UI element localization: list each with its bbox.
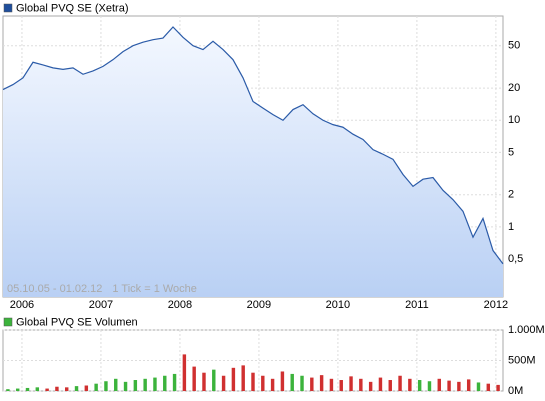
volume-bar (378, 377, 383, 391)
volume-bar (349, 376, 353, 391)
chart-title: Global PVQ SE Volumen (16, 316, 138, 328)
volume-bar (339, 380, 343, 391)
volume-bar (427, 381, 432, 391)
volume-bar (280, 371, 285, 391)
x-tick-label: 2008 (168, 299, 192, 311)
y-tick-label: 2 (508, 189, 514, 201)
volume-bar (476, 382, 481, 391)
y-tick-label: 500M (508, 354, 536, 366)
volume-bar (143, 378, 147, 391)
volume-bar (457, 381, 461, 391)
volume-bar (163, 375, 167, 391)
volume-bar (290, 373, 294, 391)
chart-title: Global PVQ SE (Xetra) (16, 2, 129, 14)
x-tick-label: 2007 (89, 299, 113, 311)
volume-bar (133, 380, 138, 391)
volume-bar (388, 380, 392, 391)
x-tick-label: 2011 (405, 299, 429, 311)
y-tick-label: 0M (508, 385, 523, 397)
volume-bar (65, 387, 69, 391)
volume-bar (192, 366, 196, 391)
volume-bar (94, 383, 98, 391)
y-tick-label: 0,5 (508, 253, 523, 265)
y-tick-label: 20 (508, 82, 520, 94)
volume-bar (84, 385, 89, 391)
volume-bar (319, 375, 324, 391)
volume-bar (359, 378, 363, 391)
volume-bar (270, 378, 275, 391)
volume-bar (45, 388, 49, 391)
x-tick-label: 2010 (326, 299, 350, 311)
volume-bar (300, 375, 304, 391)
volume-bar (74, 386, 79, 391)
volume-bar (368, 381, 373, 391)
volume-bar (55, 386, 59, 391)
area (3, 26, 503, 297)
volume-bar (486, 383, 491, 391)
volume-bar (212, 369, 216, 391)
volume-bar (182, 354, 187, 391)
volume-bar (153, 377, 157, 391)
volume-bar (408, 378, 412, 391)
period: 05.10.05 - 01.02.12 (7, 283, 102, 295)
volume-bar (114, 378, 118, 391)
volume-bar (231, 367, 236, 391)
y-tick-label: 5 (508, 146, 514, 158)
volume-bar (15, 388, 20, 391)
volume-bar (104, 381, 108, 391)
volume-bar (329, 378, 334, 391)
volume-bar (251, 372, 255, 391)
volume-bar (221, 375, 226, 391)
tick-note: 1 Tick = 1 Woche (112, 283, 196, 295)
x-tick-label: 2006 (10, 299, 34, 311)
legend-swatch (3, 317, 13, 327)
volume-bar (123, 381, 128, 391)
volume-bar (310, 377, 314, 391)
volume-bar (172, 373, 177, 391)
volume-bar (241, 365, 245, 391)
price-line (2, 26, 504, 265)
volume-bar (437, 378, 441, 391)
volume-bar (202, 372, 206, 391)
volume-bar (261, 375, 265, 391)
y-tick-label: 1.000M (508, 324, 545, 336)
y-tick-label: 1 (508, 221, 514, 233)
volume-bar (25, 387, 30, 391)
legend-swatch (3, 3, 13, 13)
volume-bar (417, 380, 422, 391)
volume-bar (35, 387, 40, 391)
y-tick-label: 50 (508, 40, 520, 52)
volume-bar (466, 379, 471, 391)
volume-bar (447, 380, 451, 391)
y-tick-label: 10 (508, 114, 520, 126)
volume-bar (398, 375, 402, 391)
period-caption: 05.10.05 - 01.02.12 1 Tick = 1 Woche (7, 283, 197, 295)
volume-bar (496, 384, 500, 391)
x-tick-label: 2012 (484, 299, 508, 311)
x-tick-label: 2009 (247, 299, 271, 311)
volume-bar (6, 389, 10, 391)
